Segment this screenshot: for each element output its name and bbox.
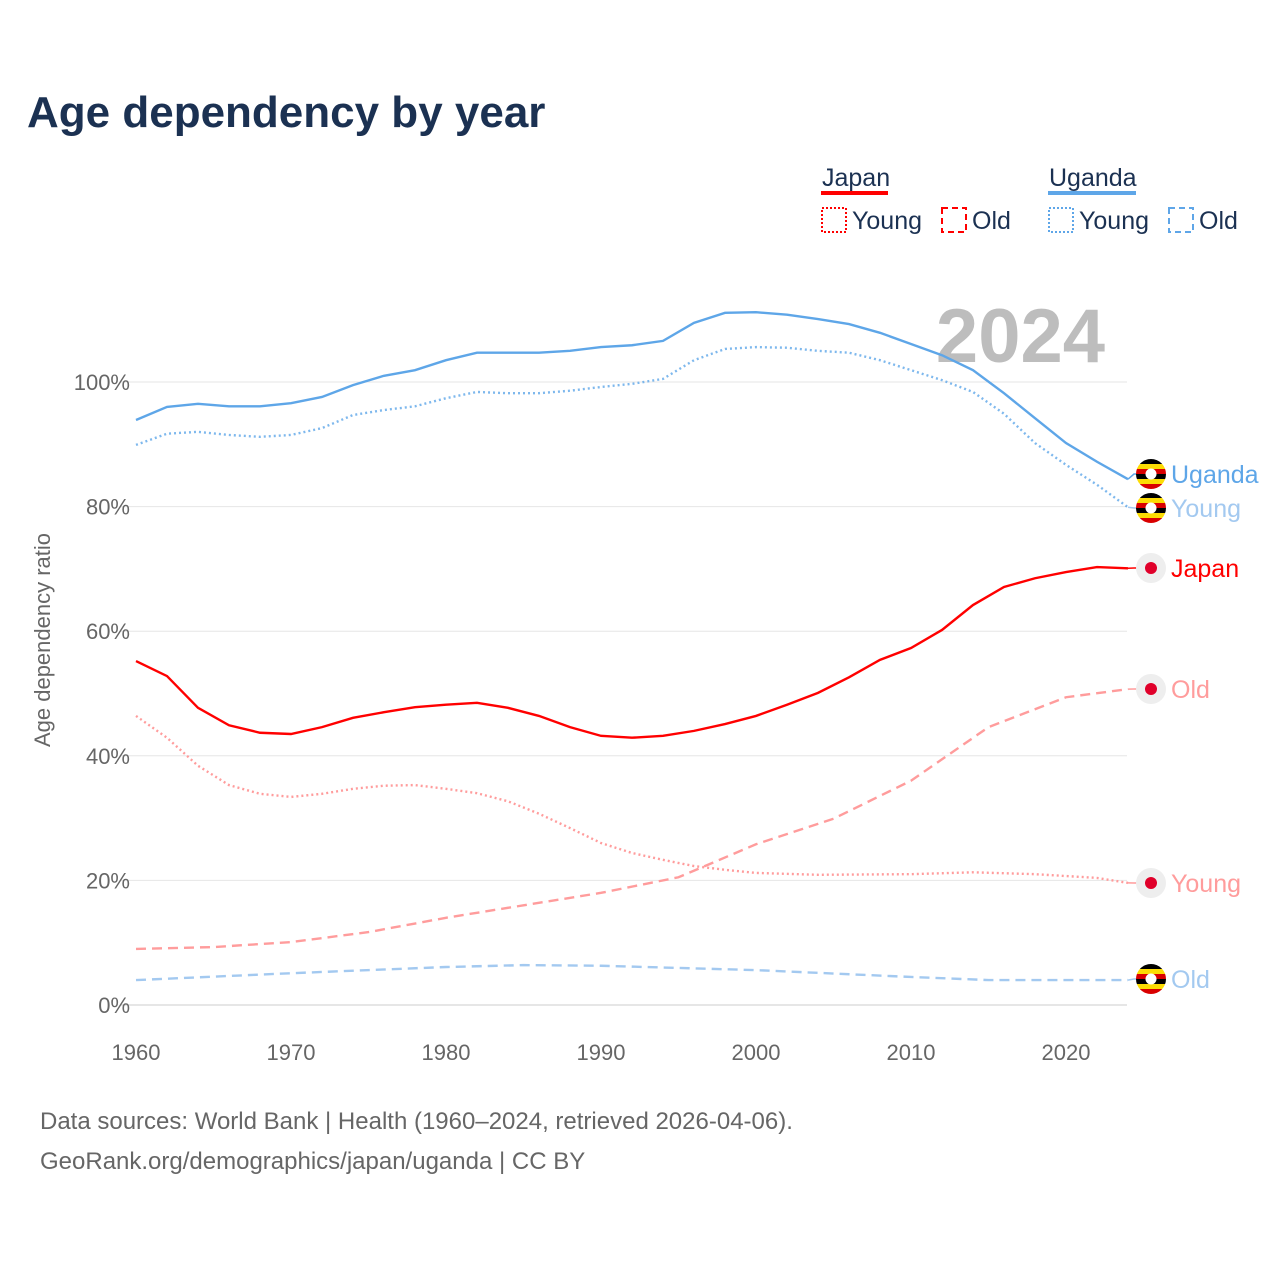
uganda-flag-emblem — [1145, 502, 1157, 514]
chart-title: Age dependency by year — [27, 88, 546, 137]
uganda-flag-stripe — [1136, 964, 1166, 969]
x-tick-label: 1970 — [267, 1040, 316, 1065]
series-line-uganda-old — [135, 963, 1128, 982]
series-line-japan-old — [135, 687, 1129, 951]
x-tick-label: 1990 — [577, 1040, 626, 1065]
legend-swatch-young — [821, 207, 847, 233]
series-end-label: Japan — [1171, 555, 1239, 583]
uganda-flag-stripe — [1136, 479, 1166, 484]
legend-item-label: Young — [1079, 207, 1149, 235]
legend-group-swatch — [1048, 191, 1136, 195]
x-tick-label: 1960 — [112, 1040, 161, 1065]
uganda-flag-emblem — [1145, 973, 1157, 985]
series-end-label: Old — [1171, 676, 1210, 704]
label-connector — [1127, 473, 1137, 480]
series-end-label: Uganda — [1171, 461, 1259, 489]
series-end-label: Young — [1171, 870, 1241, 898]
x-tick-label: 1980 — [422, 1040, 471, 1065]
series-line-uganda — [135, 311, 1129, 481]
label-connector — [1127, 978, 1137, 981]
japan-flag-dot — [1145, 683, 1157, 695]
uganda-flag-stripe — [1136, 989, 1166, 994]
legend-item-label: Old — [1199, 207, 1238, 235]
y-tick-label: 100% — [74, 370, 130, 395]
series-line-japan-young — [135, 714, 1129, 885]
uganda-flag-stripe — [1136, 498, 1166, 503]
series-line-japan — [135, 565, 1129, 739]
legend-item-label: Young — [852, 207, 922, 235]
uganda-flag-stripe — [1136, 459, 1166, 464]
year-watermark: 2024 — [936, 294, 1105, 379]
y-tick-label: 40% — [86, 744, 130, 769]
uganda-flag-stripe — [1136, 518, 1166, 523]
series-end-label: Old — [1171, 966, 1210, 994]
x-tick-label: 2000 — [732, 1040, 781, 1065]
y-axis-label: Age dependency ratio — [30, 533, 55, 747]
legend-group-title: Uganda — [1049, 164, 1137, 192]
japan-flag-dot — [1145, 562, 1157, 574]
y-tick-label: 60% — [86, 619, 130, 644]
uganda-flag-emblem — [1145, 468, 1157, 480]
uganda-flag-stripe — [1136, 484, 1166, 489]
uganda-flag-stripe — [1136, 984, 1166, 989]
legend-group-title: Japan — [822, 164, 890, 192]
uganda-flag-stripe — [1136, 513, 1166, 518]
source-line: Data sources: World Bank | Health (1960–… — [40, 1108, 793, 1135]
uganda-flag-stripe — [1136, 493, 1166, 498]
y-tick-label: 0% — [98, 993, 130, 1018]
x-tick-label: 2010 — [887, 1040, 936, 1065]
attribution-line[interactable]: GeoRank.org/demographics/japan/uganda | … — [40, 1148, 586, 1175]
legend-swatch-young — [1048, 207, 1074, 233]
y-tick-label: 80% — [86, 495, 130, 520]
y-tick-label: 20% — [86, 868, 130, 893]
japan-flag-dot — [1145, 877, 1157, 889]
series-end-label: Young — [1171, 495, 1241, 523]
legend-group-swatch — [821, 191, 888, 195]
x-tick-label: 2020 — [1042, 1040, 1091, 1065]
legend-swatch-old — [941, 207, 967, 233]
label-connector — [1127, 506, 1137, 509]
legend-swatch-old — [1168, 207, 1194, 233]
uganda-flag-stripe — [1136, 969, 1166, 974]
legend-item-label: Old — [972, 207, 1011, 235]
uganda-flag-stripe — [1136, 464, 1166, 469]
